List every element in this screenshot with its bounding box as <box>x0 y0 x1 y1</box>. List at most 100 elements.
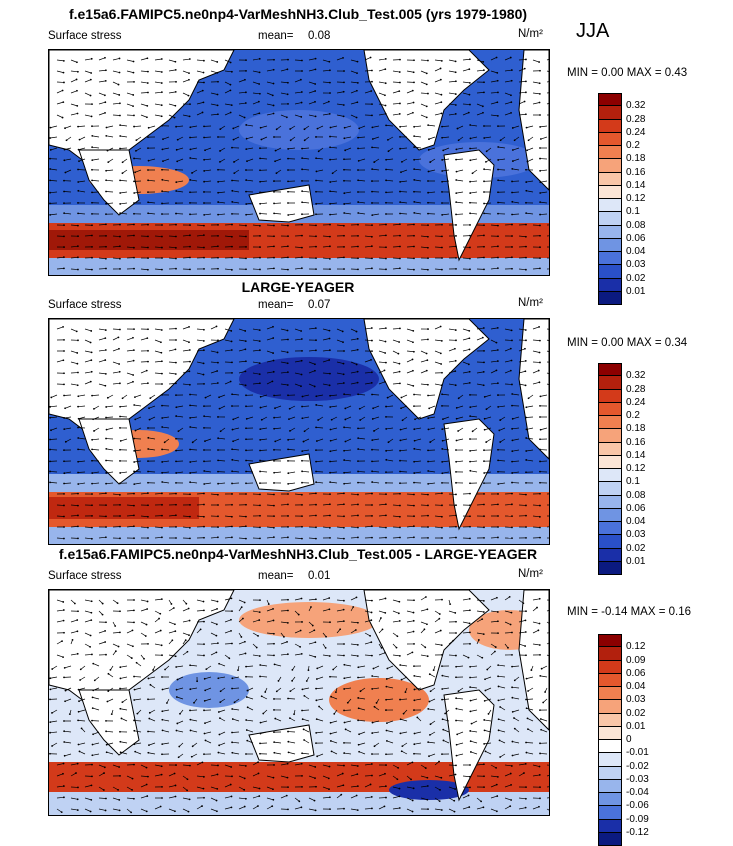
stress-vector-head <box>147 71 149 73</box>
stress-vector-head <box>356 90 358 92</box>
stress-vector-head <box>189 449 191 451</box>
stress-vector-head <box>441 269 443 271</box>
stress-vector-head <box>118 84 120 86</box>
stress-vector-head <box>136 662 138 664</box>
stress-vector-head <box>525 59 527 61</box>
stress-vector-head <box>259 526 261 528</box>
stress-vector-head <box>120 678 122 680</box>
stress-vector-head <box>260 407 262 409</box>
stress-vector-head <box>483 611 485 613</box>
stress-vector-head <box>106 429 108 431</box>
stress-vector-head <box>189 157 191 159</box>
stress-vector-head <box>244 806 246 808</box>
stress-vector-head <box>455 148 457 150</box>
colorbar-tick-label: 0.01 <box>626 556 645 567</box>
colorbar-tick-label: -0.03 <box>626 774 649 785</box>
stress-vector-head <box>483 743 485 745</box>
stress-vector-head <box>76 331 78 333</box>
stress-vector-head <box>412 359 414 361</box>
stress-vector-head <box>455 666 457 668</box>
stress-vector-head <box>178 430 180 432</box>
stress-vector-head <box>76 105 78 107</box>
stress-vector-head <box>441 202 443 204</box>
stress-vector-head <box>63 676 65 678</box>
stress-vector-head <box>161 472 163 474</box>
stress-vector-head <box>371 114 373 116</box>
stress-vector-head <box>62 359 64 361</box>
stress-vector-head <box>455 482 457 484</box>
colorbar-swatch <box>598 146 622 159</box>
stress-vector-head <box>91 784 93 786</box>
stress-vector-head <box>133 115 135 117</box>
stress-vector-head <box>231 796 233 798</box>
stress-vector-head <box>530 669 532 671</box>
stress-vector-head <box>161 125 163 127</box>
stress-vector-head <box>259 269 261 271</box>
panel-2-variable: Surface stress <box>48 299 122 311</box>
stress-vector-head <box>343 268 345 270</box>
stress-vector-head <box>130 812 132 814</box>
stress-vector-head <box>539 438 541 440</box>
stress-vector-head <box>218 711 220 713</box>
stress-vector-head <box>314 370 316 372</box>
stress-vector-head <box>245 765 247 767</box>
stress-vector-head <box>133 247 135 249</box>
stress-vector-head <box>203 493 205 495</box>
stress-vector-head <box>133 360 135 362</box>
stress-vector-head <box>217 526 219 528</box>
stress-vector-head <box>497 360 499 362</box>
stress-vector-head <box>330 740 332 742</box>
stress-vector-head <box>161 203 163 205</box>
stress-vector-head <box>174 630 176 632</box>
stress-vector-head <box>427 515 429 517</box>
stress-vector-head <box>372 418 374 420</box>
stress-vector-head <box>499 739 501 741</box>
stress-vector-head <box>231 405 233 407</box>
stress-vector-head <box>525 786 527 788</box>
stress-vector-head <box>231 213 233 215</box>
stress-vector-head <box>77 483 79 485</box>
stress-vector-head <box>342 341 344 343</box>
colorbar-swatch <box>598 106 622 119</box>
stress-vector-head <box>524 645 526 647</box>
stress-vector-head <box>511 181 513 183</box>
stress-vector-head <box>133 676 135 678</box>
stress-vector-head <box>119 102 121 104</box>
stress-vector-head <box>525 339 527 341</box>
stress-vector-head <box>273 225 275 227</box>
stress-vector-head <box>108 673 110 675</box>
stress-vector-head <box>454 811 456 813</box>
stress-vector-head <box>301 60 303 62</box>
stress-vector-head <box>524 370 526 372</box>
stress-vector-head <box>133 180 135 182</box>
stress-vector-head <box>260 139 262 141</box>
stress-vector-head <box>497 620 499 622</box>
stress-vector-head <box>91 269 93 271</box>
stress-vector-head <box>424 646 426 648</box>
stress-vector-head <box>539 147 541 149</box>
stress-vector-head <box>468 112 470 114</box>
stress-vector-head <box>539 675 541 677</box>
stress-vector-head <box>119 179 121 181</box>
stress-vector-head <box>301 70 303 72</box>
stress-vector-head <box>104 57 106 59</box>
stress-vector-head <box>175 81 177 83</box>
stress-vector-head <box>287 394 289 396</box>
stress-vector-head <box>147 136 149 138</box>
stress-vector-head <box>107 690 109 692</box>
stress-vector-head <box>371 612 373 614</box>
stress-vector-head <box>287 777 289 779</box>
stress-vector-head <box>343 492 345 494</box>
stress-vector-head <box>189 137 191 139</box>
stress-vector-head <box>357 82 359 84</box>
stress-vector-head <box>427 269 429 271</box>
stress-vector-head <box>344 419 346 421</box>
stress-vector-head <box>91 472 93 474</box>
stress-vector-head <box>77 245 79 247</box>
stress-vector-head <box>316 171 318 173</box>
stress-vector-head <box>245 753 247 755</box>
stress-vector-head <box>468 806 470 808</box>
stress-vector-head <box>469 159 471 161</box>
stress-vector-head <box>483 361 485 363</box>
stress-vector-head <box>525 494 527 496</box>
